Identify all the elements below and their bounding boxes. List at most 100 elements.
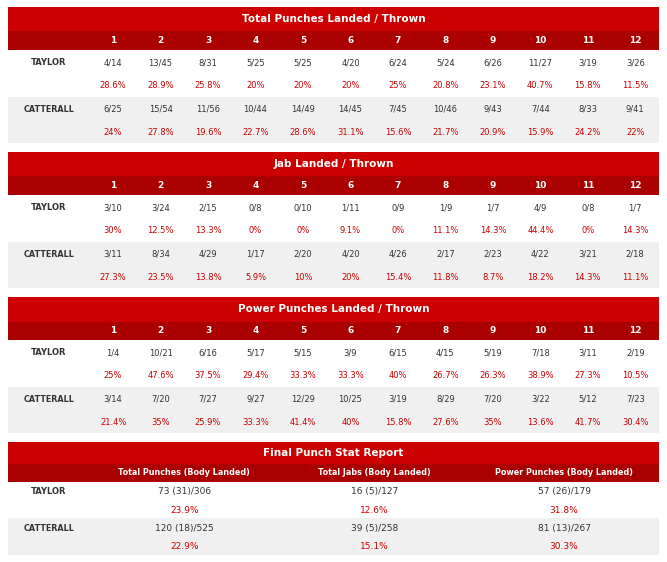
Text: 14/49: 14/49 [291, 105, 315, 114]
Text: 40%: 40% [342, 418, 360, 427]
Text: 3: 3 [205, 327, 211, 336]
Text: 0%: 0% [249, 226, 262, 235]
Text: 11: 11 [582, 327, 594, 336]
Text: 5/17: 5/17 [246, 348, 265, 357]
Text: 1: 1 [110, 182, 116, 191]
Text: 4/26: 4/26 [389, 250, 408, 259]
Text: 11.1%: 11.1% [622, 273, 648, 282]
Text: 9.1%: 9.1% [340, 226, 361, 235]
Text: 25.8%: 25.8% [195, 81, 221, 90]
Text: 4/20: 4/20 [341, 250, 360, 259]
Text: 33.3%: 33.3% [289, 371, 316, 380]
Text: 6/24: 6/24 [389, 58, 408, 67]
Text: 15.9%: 15.9% [527, 128, 554, 137]
Text: Power Punches (Body Landed): Power Punches (Body Landed) [495, 468, 633, 477]
Text: 0/8: 0/8 [581, 203, 594, 212]
Text: 0%: 0% [581, 226, 594, 235]
Text: 47.6%: 47.6% [147, 371, 174, 380]
Text: 0/10: 0/10 [293, 203, 312, 212]
Text: 5/25: 5/25 [293, 58, 312, 67]
Text: 11/56: 11/56 [196, 105, 220, 114]
Text: 2/18: 2/18 [626, 250, 644, 259]
Text: 41.4%: 41.4% [289, 418, 316, 427]
Text: 24%: 24% [104, 128, 122, 137]
Text: 28.6%: 28.6% [289, 128, 316, 137]
Text: 12: 12 [629, 182, 642, 191]
Text: 24.2%: 24.2% [574, 128, 601, 137]
Text: 25.9%: 25.9% [195, 418, 221, 427]
Text: 4: 4 [252, 182, 259, 191]
Text: 21.4%: 21.4% [100, 418, 126, 427]
Text: 2/17: 2/17 [436, 250, 455, 259]
Text: 10: 10 [534, 36, 546, 45]
Text: 11/27: 11/27 [528, 58, 552, 67]
Text: 0%: 0% [392, 226, 405, 235]
Text: 8: 8 [442, 182, 448, 191]
Text: 14.3%: 14.3% [480, 226, 506, 235]
Text: 13/45: 13/45 [149, 58, 173, 67]
Text: 4: 4 [252, 327, 259, 336]
Text: Total Punches (Body Landed): Total Punches (Body Landed) [118, 468, 250, 477]
Text: 25%: 25% [104, 371, 122, 380]
Text: 6/26: 6/26 [484, 58, 502, 67]
Text: 4/14: 4/14 [104, 58, 123, 67]
Text: 15.8%: 15.8% [385, 418, 411, 427]
Text: 1/7: 1/7 [486, 203, 500, 212]
Text: 30%: 30% [104, 226, 123, 235]
Text: 7/18: 7/18 [531, 348, 550, 357]
Text: 7: 7 [395, 36, 401, 45]
Text: 5: 5 [300, 327, 306, 336]
Text: 30.3%: 30.3% [550, 542, 578, 551]
Text: 5/24: 5/24 [436, 58, 455, 67]
Text: 6/25: 6/25 [104, 105, 123, 114]
Text: 3/26: 3/26 [626, 58, 645, 67]
Text: 1: 1 [110, 36, 116, 45]
Text: 6/16: 6/16 [199, 348, 217, 357]
Text: 3: 3 [205, 36, 211, 45]
Text: 14.3%: 14.3% [622, 226, 648, 235]
Text: 2/20: 2/20 [293, 250, 312, 259]
Text: 8/33: 8/33 [578, 105, 597, 114]
Text: 15/54: 15/54 [149, 105, 173, 114]
Text: 37.5%: 37.5% [195, 371, 221, 380]
Text: 3/24: 3/24 [151, 203, 170, 212]
Text: 73 (31)/306: 73 (31)/306 [158, 487, 211, 496]
Text: 6: 6 [348, 36, 354, 45]
Text: 23.9%: 23.9% [170, 506, 199, 515]
Text: 2/23: 2/23 [484, 250, 502, 259]
Text: 28.6%: 28.6% [100, 81, 127, 90]
Text: 23.1%: 23.1% [480, 81, 506, 90]
Text: 9/27: 9/27 [246, 395, 265, 404]
Text: 10%: 10% [293, 273, 312, 282]
Text: 2: 2 [157, 36, 163, 45]
Text: 5.9%: 5.9% [245, 273, 266, 282]
Text: 0/8: 0/8 [249, 203, 262, 212]
Text: 7/20: 7/20 [151, 395, 170, 404]
Text: CATTERALL: CATTERALL [23, 250, 74, 259]
Text: 7/20: 7/20 [484, 395, 502, 404]
Text: 22.9%: 22.9% [170, 542, 199, 551]
Text: 28.9%: 28.9% [147, 81, 174, 90]
Text: 1: 1 [110, 327, 116, 336]
Text: 3/10: 3/10 [104, 203, 123, 212]
Text: 10: 10 [534, 327, 546, 336]
Text: 3/19: 3/19 [578, 58, 597, 67]
Text: 9/41: 9/41 [626, 105, 644, 114]
Text: 8: 8 [442, 327, 448, 336]
Text: 9: 9 [490, 327, 496, 336]
Text: 6: 6 [348, 327, 354, 336]
Text: 18.2%: 18.2% [527, 273, 554, 282]
Text: 21.7%: 21.7% [432, 128, 459, 137]
Text: 35%: 35% [151, 418, 170, 427]
Text: 26.3%: 26.3% [480, 371, 506, 380]
Text: 27.3%: 27.3% [574, 371, 601, 380]
Text: 20%: 20% [342, 81, 360, 90]
Text: 7/23: 7/23 [626, 395, 645, 404]
Text: 4: 4 [252, 36, 259, 45]
Text: 2: 2 [157, 182, 163, 191]
Text: Jab Landed / Thrown: Jab Landed / Thrown [273, 159, 394, 169]
Text: 19.6%: 19.6% [195, 128, 221, 137]
Text: Total Punches Landed / Thrown: Total Punches Landed / Thrown [241, 14, 426, 24]
Text: TAYLOR: TAYLOR [31, 58, 67, 67]
Text: 1/17: 1/17 [246, 250, 265, 259]
